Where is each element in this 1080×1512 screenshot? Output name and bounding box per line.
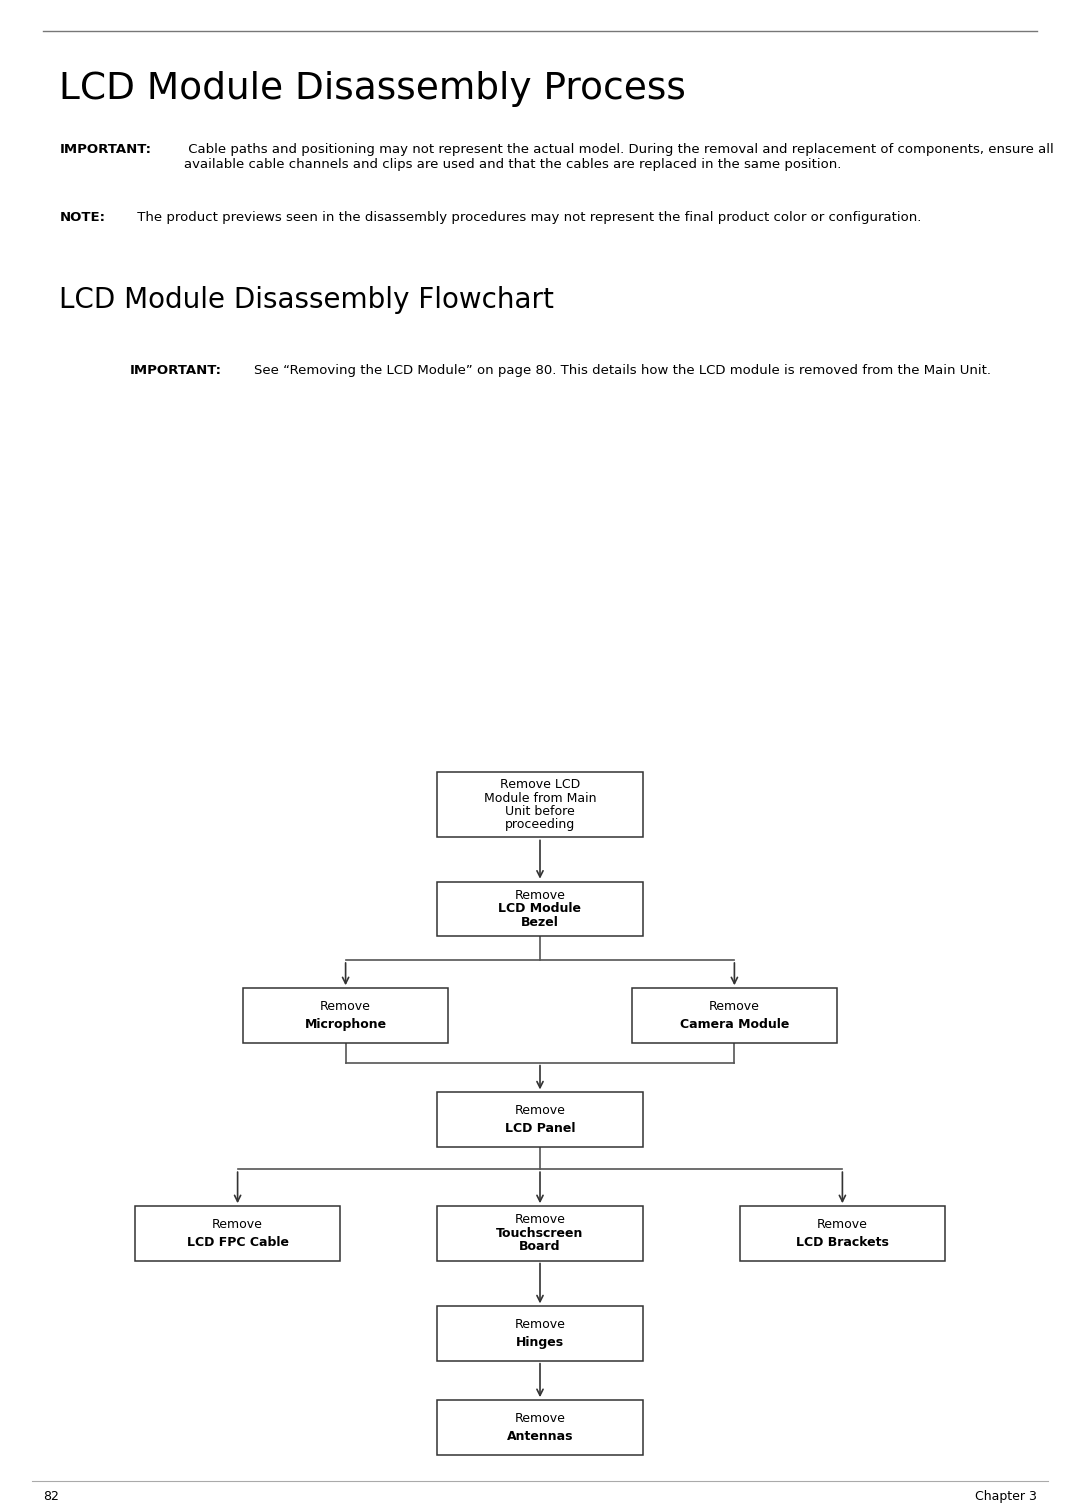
Text: Remove: Remove [320, 999, 372, 1013]
FancyBboxPatch shape [135, 1207, 340, 1261]
Text: IMPORTANT:: IMPORTANT: [59, 144, 151, 156]
Text: LCD Module Disassembly Process: LCD Module Disassembly Process [59, 71, 686, 107]
Text: IMPORTANT:: IMPORTANT: [130, 364, 221, 376]
Text: Remove: Remove [514, 1213, 566, 1226]
FancyBboxPatch shape [243, 989, 448, 1043]
Text: Hinges: Hinges [516, 1337, 564, 1349]
Text: Remove: Remove [514, 1412, 566, 1424]
FancyBboxPatch shape [740, 1207, 945, 1261]
Text: proceeding: proceeding [504, 818, 576, 830]
Text: Cable paths and positioning may not represent the actual model. During the remov: Cable paths and positioning may not repr… [184, 144, 1053, 171]
Text: Board: Board [519, 1240, 561, 1253]
Text: Camera Module: Camera Module [679, 1018, 789, 1031]
Text: Remove: Remove [514, 1318, 566, 1331]
Text: Bezel: Bezel [521, 916, 559, 928]
Text: NOTE:: NOTE: [59, 212, 106, 224]
Text: Chapter 3: Chapter 3 [975, 1491, 1037, 1503]
Text: See “Removing the LCD Module” on page 80. This details how the LCD module is rem: See “Removing the LCD Module” on page 80… [254, 364, 990, 376]
Text: Remove: Remove [708, 999, 760, 1013]
Text: Remove LCD: Remove LCD [500, 779, 580, 791]
Text: LCD Panel: LCD Panel [504, 1122, 576, 1136]
Text: Remove: Remove [816, 1217, 868, 1231]
FancyBboxPatch shape [437, 1400, 643, 1455]
Text: LCD Module: LCD Module [499, 903, 581, 915]
Text: LCD FPC Cable: LCD FPC Cable [187, 1235, 288, 1249]
Text: 82: 82 [43, 1491, 59, 1503]
FancyBboxPatch shape [437, 1207, 643, 1261]
Text: Touchscreen: Touchscreen [497, 1226, 583, 1240]
Text: Antennas: Antennas [507, 1430, 573, 1442]
Text: Unit before: Unit before [505, 804, 575, 818]
Text: Module from Main: Module from Main [484, 792, 596, 804]
FancyBboxPatch shape [437, 881, 643, 936]
Text: The product previews seen in the disassembly procedures may not represent the fi: The product previews seen in the disasse… [133, 212, 921, 224]
Text: LCD Brackets: LCD Brackets [796, 1235, 889, 1249]
FancyBboxPatch shape [437, 1092, 643, 1146]
Text: Remove: Remove [514, 1104, 566, 1117]
Text: LCD Module Disassembly Flowchart: LCD Module Disassembly Flowchart [59, 286, 554, 314]
FancyBboxPatch shape [632, 989, 837, 1043]
Text: Remove: Remove [212, 1217, 264, 1231]
Text: Remove: Remove [514, 889, 566, 901]
FancyBboxPatch shape [437, 771, 643, 838]
Text: Microphone: Microphone [305, 1018, 387, 1031]
FancyBboxPatch shape [437, 1306, 643, 1361]
